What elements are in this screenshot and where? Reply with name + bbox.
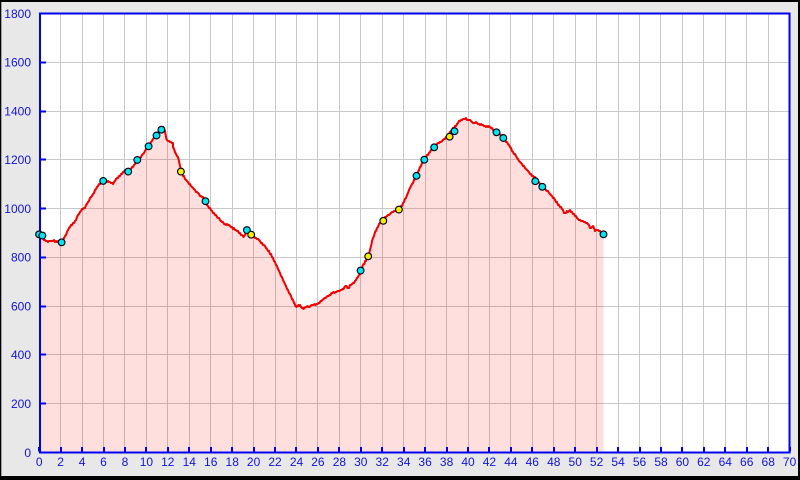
svg-text:42: 42 <box>483 455 497 469</box>
svg-text:54: 54 <box>611 455 625 469</box>
svg-text:1600: 1600 <box>4 56 31 70</box>
svg-text:30: 30 <box>354 455 368 469</box>
svg-text:600: 600 <box>11 300 31 314</box>
svg-text:8: 8 <box>122 455 129 469</box>
svg-text:48: 48 <box>547 455 561 469</box>
svg-text:58: 58 <box>654 455 668 469</box>
svg-text:66: 66 <box>740 455 754 469</box>
svg-text:400: 400 <box>11 348 31 362</box>
svg-text:18: 18 <box>226 455 240 469</box>
svg-text:1800: 1800 <box>4 7 31 21</box>
svg-text:1000: 1000 <box>4 202 31 216</box>
svg-text:12: 12 <box>161 455 175 469</box>
svg-text:52: 52 <box>590 455 604 469</box>
svg-text:1400: 1400 <box>4 104 31 118</box>
svg-text:14: 14 <box>183 455 197 469</box>
svg-text:1200: 1200 <box>4 153 31 167</box>
svg-text:800: 800 <box>11 251 31 265</box>
svg-text:20: 20 <box>247 455 261 469</box>
svg-text:60: 60 <box>676 455 690 469</box>
svg-text:38: 38 <box>440 455 454 469</box>
svg-text:70: 70 <box>783 455 797 469</box>
svg-text:46: 46 <box>526 455 540 469</box>
svg-text:16: 16 <box>204 455 218 469</box>
svg-text:26: 26 <box>311 455 325 469</box>
svg-text:22: 22 <box>268 455 282 469</box>
svg-text:50: 50 <box>569 455 583 469</box>
svg-text:10: 10 <box>140 455 154 469</box>
svg-text:0: 0 <box>24 446 31 460</box>
svg-text:44: 44 <box>504 455 518 469</box>
svg-text:2: 2 <box>57 455 64 469</box>
svg-text:24: 24 <box>290 455 304 469</box>
svg-text:28: 28 <box>333 455 347 469</box>
svg-text:34: 34 <box>397 455 411 469</box>
svg-text:200: 200 <box>11 397 31 411</box>
svg-text:56: 56 <box>633 455 647 469</box>
svg-text:40: 40 <box>461 455 475 469</box>
svg-text:4: 4 <box>79 455 86 469</box>
svg-text:6: 6 <box>100 455 107 469</box>
svg-text:32: 32 <box>376 455 390 469</box>
svg-text:64: 64 <box>719 455 733 469</box>
svg-text:62: 62 <box>697 455 711 469</box>
svg-text:68: 68 <box>762 455 776 469</box>
svg-text:0: 0 <box>36 455 43 469</box>
svg-text:36: 36 <box>418 455 432 469</box>
